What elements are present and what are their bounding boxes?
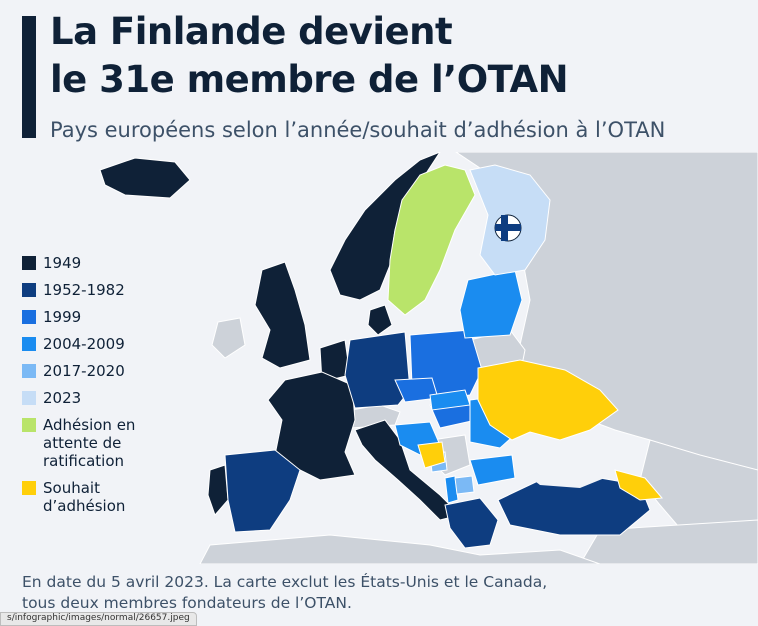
legend-item-2023: 2023 [22,389,161,407]
legend-label: 1999 [43,308,82,326]
spain [224,449,301,533]
legend-swatch [22,418,36,432]
legend-label: 2004-2009 [43,335,125,353]
pending-ratification [387,164,476,316]
wishing-to-join [417,359,664,501]
legend-item-2017-2020: 2017-2020 [22,362,161,380]
sweden [387,164,476,316]
legend-swatch [22,283,36,297]
ireland [211,317,246,359]
footnote-line-2: tous deux membres fondateurs de l’OTAN. [22,594,352,612]
member-1999 [394,329,483,429]
title-line-2: le 31e membre de l’OTAN [50,58,569,101]
greece [444,497,499,549]
legend-swatch [22,310,36,324]
page-title: La Finlande devient le 31e membre de l’O… [50,8,569,104]
footnote: En date du 5 avril 2023. La carte exclut… [22,572,642,614]
legend-label: Adhésion en attente de ratification [43,416,136,470]
legend-swatch [22,337,36,351]
baltic-states [459,269,523,339]
legend-item-pending-ratification: Adhésion en attente de ratification [22,416,161,470]
legend-label: 1949 [43,254,82,272]
ukraine [477,359,619,441]
albania [444,475,459,504]
bosnia [417,441,446,469]
iceland [99,157,191,199]
bulgaria [469,454,516,486]
legend-swatch [22,256,36,270]
title-accent-bar [22,16,36,138]
legend-swatch [22,481,36,495]
legend: 1949 1952-1982 1999 2004-2009 2017-2020 … [22,254,161,524]
germany [344,331,411,409]
united-kingdom [254,261,311,369]
legend-item-2004-2009: 2004-2009 [22,335,161,353]
member-1952-1982 [224,331,651,549]
legend-label: Souhait d’adhésion [43,479,126,515]
legend-label: 2017-2020 [43,362,125,380]
legend-item-1999: 1999 [22,308,161,326]
denmark [367,304,393,336]
status-url-tooltip: s/infographic/images/normal/26657.jpeg [0,612,197,626]
legend-item-1952-1982: 1952-1982 [22,281,161,299]
title-line-1: La Finlande devient [50,10,453,53]
subtitle: Pays européens selon l’année/souhait d’a… [50,118,666,142]
legend-swatch [22,364,36,378]
black-sea [518,440,612,488]
legend-label: 1952-1982 [43,281,125,299]
north-africa-region [199,534,601,564]
footnote-line-1: En date du 5 avril 2023. La carte exclut… [22,573,548,591]
finnish-flag-icon [494,214,522,242]
legend-item-wishing-to-join: Souhait d’adhésion [22,479,161,515]
legend-swatch [22,391,36,405]
europe-map [99,152,758,564]
north-macedonia [454,475,475,495]
legend-label: 2023 [43,389,82,407]
portugal [207,464,229,516]
georgia [614,469,664,501]
legend-item-1949: 1949 [22,254,161,272]
